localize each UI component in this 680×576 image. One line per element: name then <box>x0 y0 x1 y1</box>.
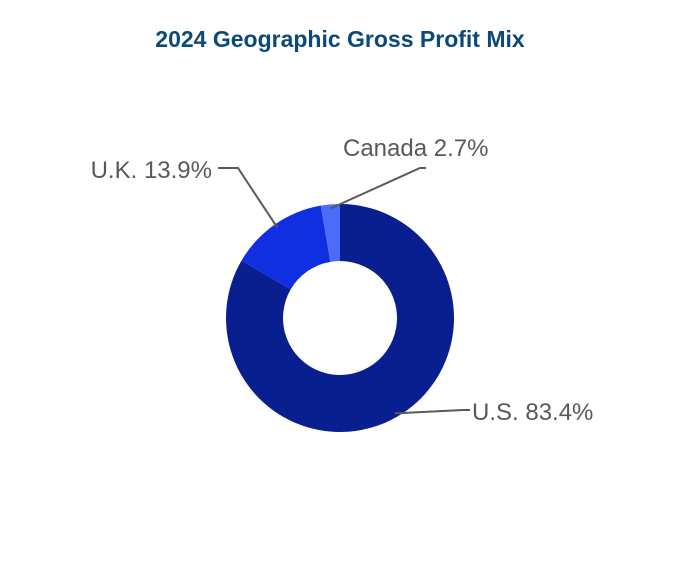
slice-canada <box>320 204 340 262</box>
leaders-group <box>218 167 470 415</box>
slice-label: U.S. 83.4% <box>472 399 593 426</box>
slice-u-s <box>226 204 454 432</box>
leader-line <box>330 167 426 210</box>
labels-group: U.S. 83.4% U.K. 13.9% Canada 2.7% <box>91 135 594 426</box>
leader-line <box>394 409 470 415</box>
leader-line <box>218 167 279 229</box>
slice-label: Canada 2.7% <box>343 135 488 162</box>
slice-u-k <box>241 205 331 290</box>
chart-title: 2024 Geographic Gross Profit Mix <box>155 26 525 52</box>
slice-label: U.K. 13.9% <box>91 157 212 184</box>
slices-group <box>226 204 454 432</box>
